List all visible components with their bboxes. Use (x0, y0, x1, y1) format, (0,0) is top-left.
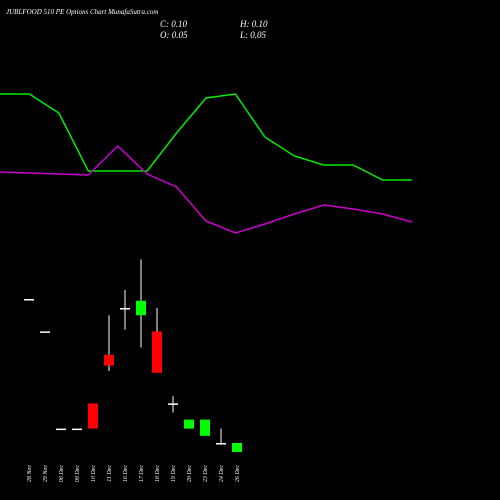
x-tick-label: 11 Dec (107, 465, 113, 482)
candle-body (136, 300, 146, 316)
candle-body (40, 331, 50, 333)
x-tick-label: 26 Dec (235, 465, 241, 482)
candle-body (120, 308, 130, 310)
candle-body (200, 419, 210, 436)
x-tick-label: 20 Dec (187, 465, 193, 482)
x-tick-label: 06 Dec (59, 465, 65, 482)
x-tick-label: 09 Dec (75, 465, 81, 482)
candle-body (24, 299, 34, 301)
indicator-line (0, 93, 412, 181)
header-low: L: 0.05 (239, 30, 267, 40)
candle-body (152, 331, 162, 373)
candle-body (88, 403, 98, 429)
chart-title: JUBLFOOD 510 PE Options Chart MunafaSutr… (6, 8, 158, 16)
x-tick-label: 29 Nov (43, 465, 49, 483)
x-tick-label: 23 Dec (203, 465, 209, 482)
candle-body (216, 443, 226, 445)
candle-body (232, 443, 242, 452)
candle-body (72, 428, 82, 431)
candle-body (184, 419, 194, 429)
header-high: H: 0.10 (239, 19, 268, 29)
x-tick-label: 18 Dec (155, 465, 161, 482)
x-tick-label: 28 Nov (27, 465, 33, 483)
x-tick-label: 24 Dec (218, 465, 225, 482)
x-tick-label: 19 Dec (171, 465, 177, 482)
x-tick-label: 17 Dec (139, 465, 145, 482)
candle-body (168, 403, 178, 405)
x-tick-label: 10 Dec (91, 465, 97, 482)
x-tick-label: 16 Dec (123, 465, 129, 482)
candle-body (56, 428, 66, 431)
candle-body (104, 354, 114, 366)
header-open: O: 0.05 (160, 30, 188, 40)
indicator-line (0, 144, 413, 234)
header-close: C: 0.10 (160, 19, 188, 29)
